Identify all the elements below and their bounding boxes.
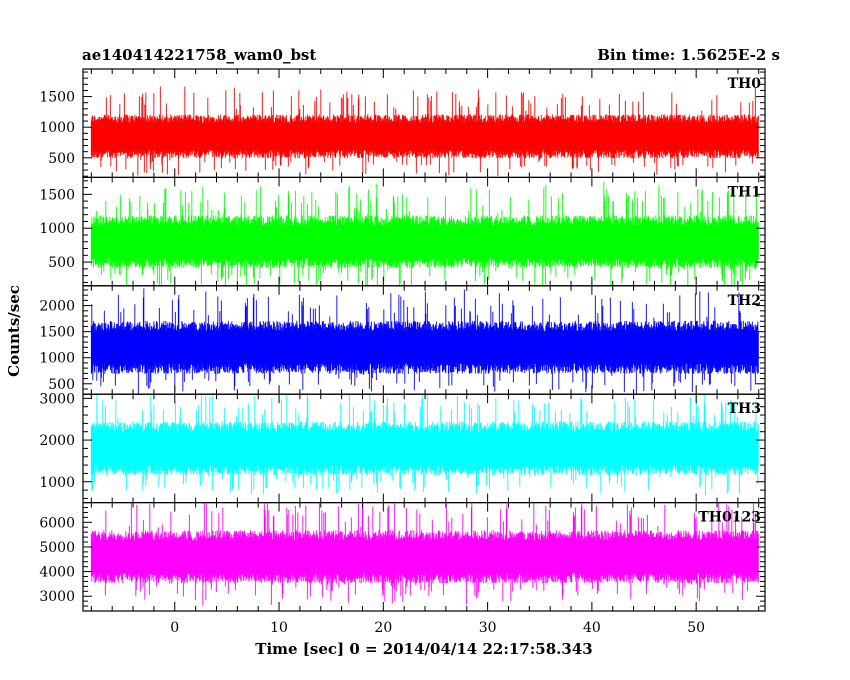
y-tick-label: 1500 — [39, 187, 75, 203]
y-tick-label: 1500 — [39, 325, 75, 341]
y-tick-label: 3000 — [39, 589, 75, 605]
y-tick-label: 500 — [48, 377, 75, 393]
y-tick-label: 1000 — [39, 475, 75, 491]
y-axis-label: Counts/sec — [5, 285, 23, 377]
series-th1 — [90, 181, 759, 286]
panel-th2: 500 1000 1500 2000 TH2 — [39, 285, 766, 395]
y-tick-label: 1000 — [39, 351, 75, 367]
x-tick-label: 40 — [583, 620, 601, 636]
panel-th1: 500 1000 1500 TH1 — [39, 176, 766, 287]
y-tick-label: 3000 — [39, 391, 75, 407]
y-tick-label: 1000 — [39, 221, 75, 237]
chart-title-right: Bin time: 1.5625E-2 s — [597, 46, 780, 64]
panel-label: TH0 — [728, 76, 762, 92]
y-tick-label: 500 — [48, 151, 75, 167]
y-tick-label: 6000 — [39, 515, 75, 531]
y-tick-label: 4000 — [39, 565, 75, 581]
x-axis-label: Time [sec] 0 = 2014/04/14 22:17:58.343 — [255, 640, 592, 658]
series-th0 — [90, 86, 759, 177]
panel-label: TH3 — [728, 401, 761, 417]
series-th2 — [90, 288, 759, 395]
y-tick-label: 2000 — [39, 299, 75, 315]
series-th0123 — [90, 502, 759, 606]
panel-label: TH1 — [728, 184, 761, 200]
x-tick-label: 50 — [687, 620, 705, 636]
y-tick-label: 1500 — [39, 90, 75, 106]
x-tick-label: 10 — [270, 620, 288, 636]
x-tick-label: 30 — [479, 620, 497, 636]
y-tick-label: 2000 — [39, 433, 75, 449]
series-th3 — [90, 394, 759, 496]
panel-th0: 500 1000 1500 TH0 — [39, 68, 766, 179]
panel-label: TH2 — [728, 293, 761, 309]
panel-th0123: 3000 4000 5000 6000 TH0123 — [39, 502, 766, 612]
panel-th3: 1000 2000 3000 TH3 — [39, 391, 766, 504]
y-tick-label: 500 — [48, 255, 75, 271]
x-tick-label: 20 — [374, 620, 392, 636]
y-tick-label: 1000 — [39, 120, 75, 136]
chart-title-left: ae140414221758_wam0_bst — [82, 46, 316, 64]
x-tick-label: 0 — [170, 620, 179, 636]
y-tick-label: 5000 — [39, 540, 75, 556]
panel-label: TH0123 — [698, 510, 761, 526]
